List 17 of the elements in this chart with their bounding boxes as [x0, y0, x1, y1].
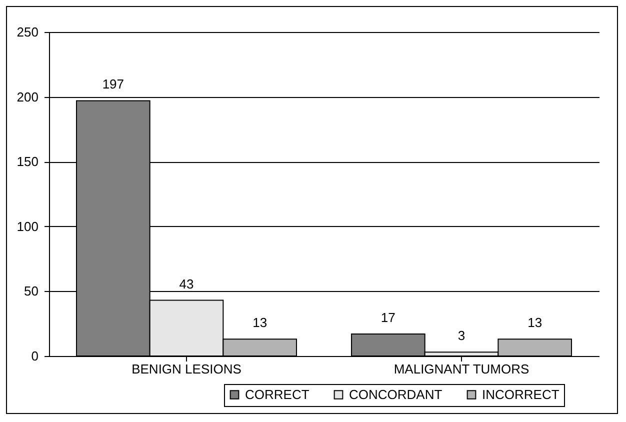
data-label: 13: [528, 315, 542, 330]
x-tick-label: BENIGN LESIONS: [132, 362, 242, 376]
data-label: 197: [102, 76, 124, 92]
y-tick-label: 200: [16, 89, 38, 104]
y-tick-label: 250: [16, 24, 38, 40]
y-tick-label: 150: [16, 154, 38, 170]
legend-label: INCORRECT: [482, 386, 560, 402]
y-tick-label: 50: [24, 284, 38, 299]
y-tick-label: 0: [31, 348, 38, 364]
legend-label: CORRECT: [245, 386, 310, 402]
x-tick-label: MALIGNANT TUMORS: [394, 362, 530, 376]
data-label: 13: [252, 315, 268, 330]
y-tick-label: 100: [16, 218, 38, 234]
legend-label: CONCORDANT: [349, 386, 442, 402]
data-label: 17: [380, 310, 396, 325]
data-label: 3: [458, 328, 466, 344]
data-label: 43: [179, 276, 194, 292]
